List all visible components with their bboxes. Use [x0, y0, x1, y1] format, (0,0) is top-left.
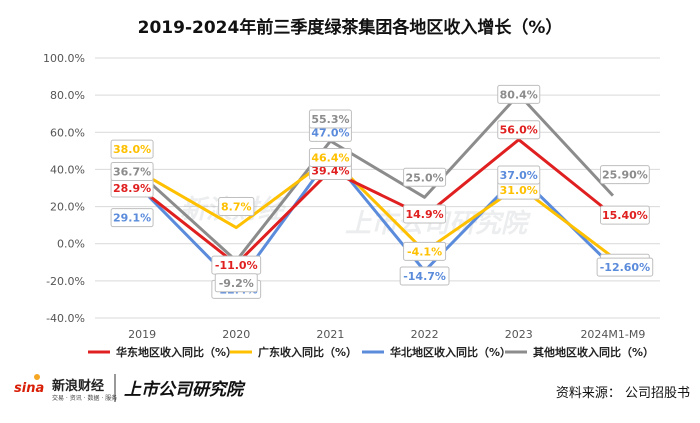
data-label-text: 80.4% [500, 88, 538, 101]
data-label-text: 15.40% [602, 209, 648, 222]
data-label-box [403, 204, 447, 224]
data-label-box [497, 84, 541, 104]
gridlines [95, 57, 660, 319]
data-label: -4.1% [403, 241, 447, 261]
data-label-text: 47.0% [311, 126, 349, 139]
data-label-text: 31.0% [500, 184, 538, 197]
sina-logo: sina [14, 374, 44, 396]
data-label-box [497, 120, 541, 140]
data-label: 55.3% [308, 109, 352, 129]
data-label: 25.90% [600, 165, 650, 185]
data-label-box [110, 208, 154, 228]
sina-brand: 新浪财经 [52, 378, 104, 394]
data-label-box [218, 197, 255, 217]
x-tick-label: 2024M1-M9 [580, 328, 645, 341]
data-label-text: 29.1% [113, 212, 151, 225]
data-label-box [308, 109, 352, 129]
y-tick-label: 60.0% [50, 126, 85, 139]
sina-eye-icon [34, 374, 40, 380]
data-label-text: 28.9% [113, 182, 151, 195]
sina-brand-sub: 交易 · 资讯 · 数据 · 服务 [52, 394, 117, 402]
x-tick-label: 2021 [316, 328, 344, 341]
x-tick-label: 2020 [222, 328, 250, 341]
data-label: 38.0% [110, 139, 154, 159]
data-label: -14.7% [399, 266, 450, 286]
data-label-text: -12.60% [600, 261, 650, 274]
data-label-box [600, 205, 650, 225]
data-label-text: 25.0% [405, 171, 443, 184]
x-tick-label: 2023 [505, 328, 533, 341]
data-label: -12.60% [596, 257, 654, 277]
data-label: 37.0% [497, 165, 541, 185]
data-label-box [403, 167, 447, 187]
y-tick-label: 20.0% [50, 201, 85, 214]
data-label-box [214, 273, 258, 293]
y-axis-ticks: 100.0% 80.0% 60.0% 40.0% 20.0% 0.0% -20.0% -40.… [43, 52, 85, 325]
data-label-text: -11.0% [215, 259, 258, 272]
data-label-box [110, 162, 154, 182]
legend-label: 广东收入同比（%） [258, 345, 357, 359]
data-label-box [596, 257, 654, 277]
data-label: 29.1% [110, 208, 154, 228]
data-label: 80.4% [497, 84, 541, 104]
data-label: 25.0% [403, 167, 447, 187]
data-label-text: -14.7% [403, 270, 446, 283]
data-label-text: 55.3% [311, 113, 349, 126]
data-label: 8.7% [218, 197, 255, 217]
data-label-text: 56.0% [500, 124, 538, 137]
data-label: 15.40% [600, 205, 650, 225]
y-tick-label: 100.0% [43, 52, 85, 65]
data-label: 56.0% [497, 120, 541, 140]
series-line [141, 92, 615, 263]
data-label-box [308, 148, 352, 168]
y-tick-label: 80.0% [50, 89, 85, 102]
data-label: 28.9% [110, 178, 154, 198]
data-label-text: -9.2% [219, 277, 254, 290]
data-label-text: 25.90% [602, 169, 648, 182]
y-tick-label: -20.0% [46, 275, 85, 288]
sina-logo-text: sina [14, 381, 44, 396]
data-label-text: 36.7% [113, 166, 151, 179]
data-label-text: 14.9% [405, 208, 443, 221]
data-label-text: 39.4% [311, 165, 349, 178]
y-tick-label: 40.0% [50, 163, 85, 176]
chart-title: 2019-2024年前三季度绿茶集团各地区收入增长（%） [138, 17, 563, 38]
data-label-text: 37.0% [500, 169, 538, 182]
data-label-box [110, 139, 154, 159]
footer: sina 新浪财经 交易 · 资讯 · 数据 · 服务 上市公司研究院 资料来源… [14, 374, 690, 402]
data-label-text: 8.7% [221, 201, 252, 214]
legend-label: 其他地区收入同比（%） [533, 345, 654, 359]
legend-label: 华北地区收入同比（%） [390, 345, 511, 359]
data-label: 36.7% [110, 162, 154, 182]
data-label: -9.2% [214, 273, 258, 293]
y-tick-label: -40.0% [46, 312, 85, 325]
x-axis-ticks: 2019 2020 2021 2022 2023 2024M1-M9 [128, 328, 645, 341]
data-label-text: -4.1% [407, 245, 442, 258]
data-label-text: 38.0% [113, 143, 151, 156]
data-label-text: 46.4% [311, 152, 349, 165]
x-tick-label: 2019 [128, 328, 156, 341]
data-label: 46.4% [308, 148, 352, 168]
legend-label: 华东地区收入同比（%） [116, 345, 237, 359]
source-note: 资料来源： 公司招股书 [556, 386, 690, 401]
series-line [141, 138, 614, 266]
legend: 华东地区收入同比（%） 广东收入同比（%） 华北地区收入同比（%） 其他地区收入同比（… [88, 345, 654, 359]
institute-logo: 上市公司研究院 [124, 380, 246, 400]
data-label-box [600, 165, 650, 185]
x-tick-label: 2022 [411, 328, 439, 341]
y-tick-label: 0.0% [57, 238, 85, 251]
data-labels: 28.9% -11.0% 39.4% 14.9% 56.0% 15.40% 38.0% 8.7… [110, 84, 654, 299]
data-label: -11.0% [211, 255, 262, 275]
data-label: 14.9% [403, 204, 447, 224]
data-label-box [403, 241, 447, 261]
data-label-box [399, 266, 450, 286]
data-label-box [497, 165, 541, 185]
